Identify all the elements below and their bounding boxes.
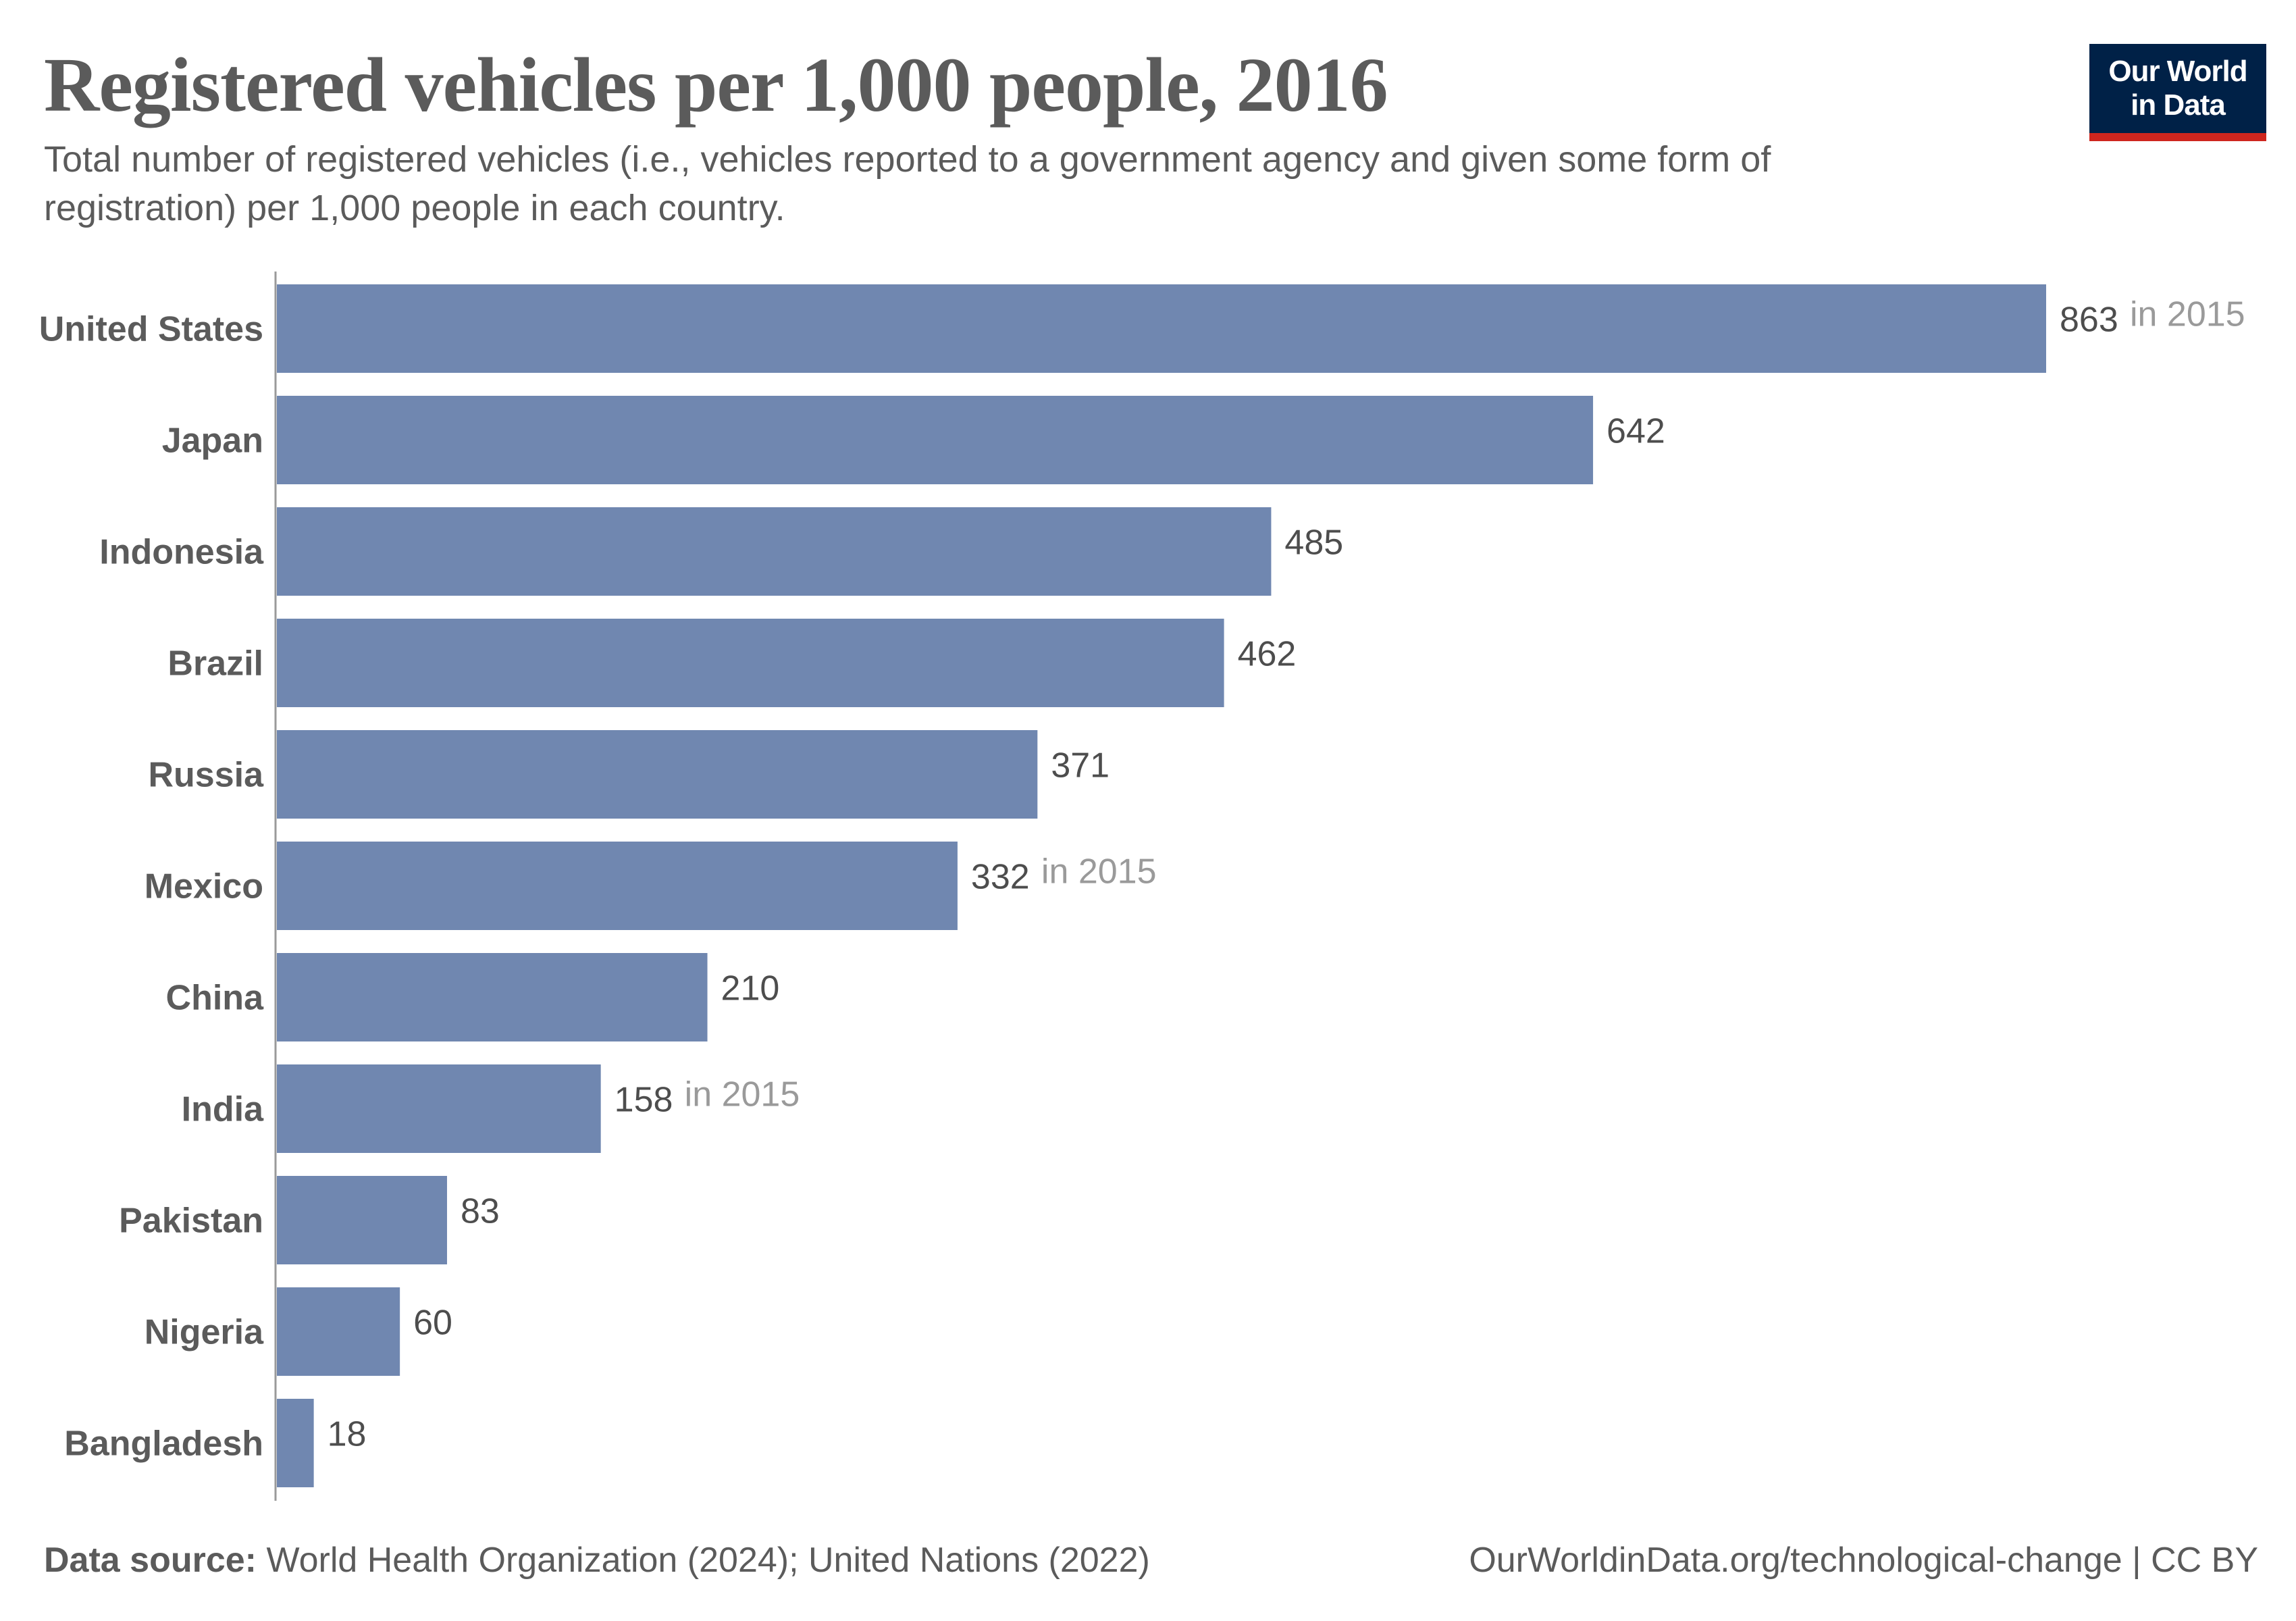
category-label: China (166, 979, 265, 1018)
value-label: 18 (328, 1415, 367, 1454)
category-label: Brazil (167, 644, 263, 684)
bar (277, 953, 708, 1041)
bar (277, 619, 1224, 707)
owid-logo[interactable]: Our World in Data (2089, 44, 2266, 141)
bar-chart: United States 863 in 2015 Japan 642 Indonesia… (39, 272, 2245, 1501)
value-label: 332 (971, 858, 1030, 897)
value-label: 83 (461, 1192, 500, 1231)
logo-line-1: Our World (2108, 55, 2247, 88)
category-label: United States (39, 310, 263, 349)
bar (277, 1176, 447, 1264)
data-source-label: Data source: (44, 1541, 257, 1580)
value-label: 863 (2060, 301, 2118, 340)
value-label: 642 (1607, 412, 1665, 451)
value-label: 158 (615, 1081, 673, 1120)
data-source: Data source: World Health Organization (… (44, 1540, 1150, 1580)
year-annotation: in 2015 (2130, 295, 2245, 334)
bar (277, 1064, 601, 1153)
category-label: Bangladesh (64, 1424, 263, 1464)
value-label: 371 (1051, 746, 1110, 786)
category-label: Mexico (145, 867, 263, 906)
bar (277, 1287, 400, 1376)
category-label: India (182, 1090, 264, 1129)
year-annotation: in 2015 (1041, 852, 1157, 892)
bar (277, 842, 958, 930)
data-source-text: World Health Organization (2024); United… (266, 1541, 1150, 1580)
category-label: Japan (162, 421, 263, 461)
value-label: 485 (1284, 523, 1343, 563)
category-label: Pakistan (119, 1202, 263, 1241)
footer-link: OurWorldinData.org/technological-change … (1469, 1540, 2258, 1580)
chart-subtitle: Total number of registered vehicles (i.e… (44, 139, 1771, 228)
value-label: 210 (721, 969, 780, 1008)
category-label: Indonesia (99, 533, 264, 572)
license-label: | CC BY (2132, 1541, 2258, 1580)
value-label: 462 (1238, 635, 1297, 674)
category-label: Nigeria (145, 1313, 264, 1352)
source-url[interactable]: OurWorldinData.org/technological-change (1469, 1541, 2122, 1580)
chart-title: Registered vehicles per 1,000 people, 20… (44, 42, 1388, 128)
bar (277, 507, 1272, 596)
bar (277, 730, 1038, 819)
value-label: 60 (413, 1304, 452, 1343)
bar (277, 1399, 314, 1487)
year-annotation: in 2015 (685, 1075, 800, 1114)
category-label: Russia (148, 756, 264, 795)
logo-line-2: in Data (2131, 88, 2226, 122)
bar (277, 284, 2046, 373)
bar (277, 396, 1594, 484)
